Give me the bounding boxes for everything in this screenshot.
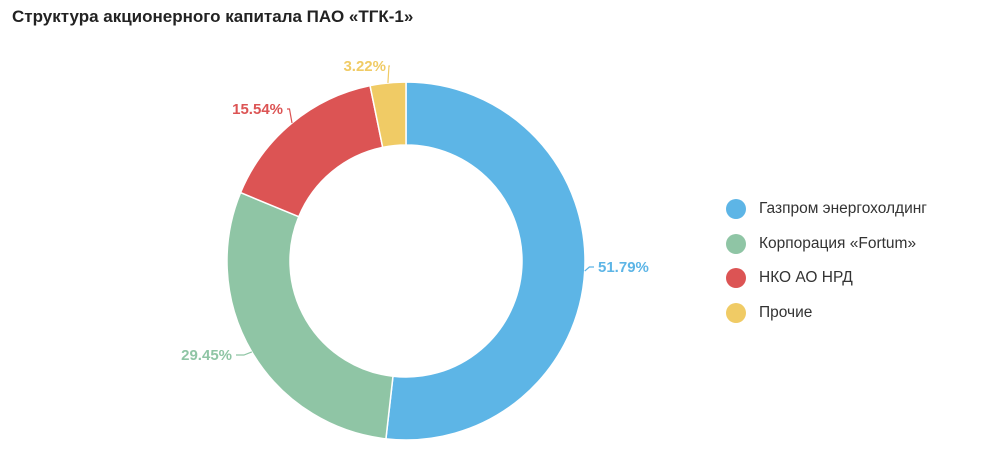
legend-swatch (726, 233, 746, 254)
legend-label: НКО АО НРД (759, 269, 853, 286)
legend-label: Прочие (759, 303, 813, 321)
donut-slices (226, 81, 586, 441)
leader-line (387, 65, 390, 83)
leader-line (287, 108, 293, 124)
chart-title: Структура акционерного капитала ПАО «ТГК… (12, 7, 414, 26)
data-labels: 51.79% 29.45% 15.54% 3.22% (181, 58, 649, 364)
slice-fortum[interactable] (226, 191, 394, 440)
slice-other[interactable] (369, 81, 407, 149)
legend-item-other[interactable]: Прочие (726, 302, 927, 324)
leader-lines (236, 65, 594, 356)
data-label: 15.54% (232, 101, 283, 118)
legend-item-fortum[interactable]: Корпорация «Fortum» (726, 233, 927, 255)
legend-label: Корпорация «Fortum» (759, 234, 917, 252)
legend-swatch (726, 199, 746, 219)
legend-item-nrd[interactable]: НКО АО НРД (726, 267, 927, 289)
legend-swatch (726, 302, 746, 323)
data-label: 29.45% (181, 347, 232, 364)
data-label: 3.22% (343, 58, 386, 75)
chart-legend: Газпром энергохолдинг Корпорация «Fortum… (726, 198, 927, 336)
legend-label: Газпром энергохолдинг (759, 200, 927, 217)
slice-gazprom[interactable] (385, 81, 586, 441)
legend-item-gazprom[interactable]: Газпром энергохолдинг (726, 198, 927, 220)
legend-swatch (726, 268, 746, 288)
leader-line (236, 351, 253, 356)
data-label: 51.79% (598, 259, 649, 276)
leader-line (584, 266, 594, 272)
